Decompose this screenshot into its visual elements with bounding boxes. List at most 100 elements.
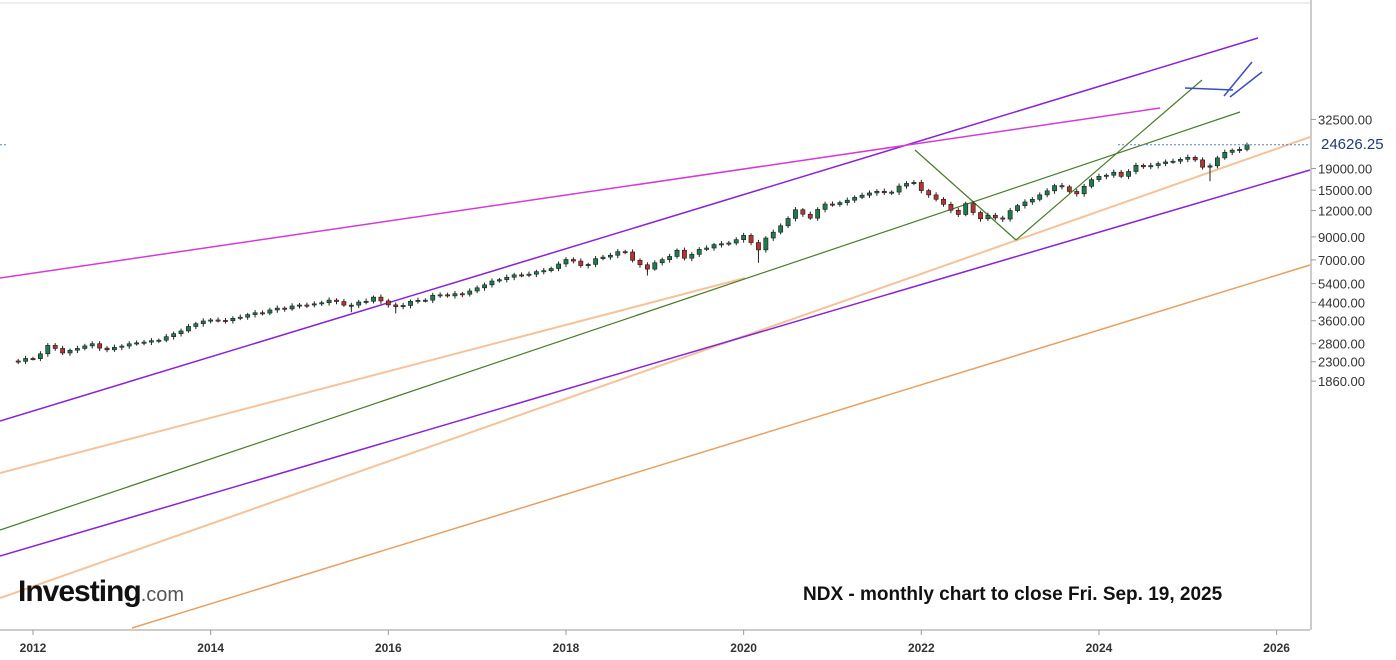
x-tick-label: 2022: [908, 641, 935, 655]
candle-up: [171, 333, 177, 338]
candle-down: [918, 182, 924, 191]
candle-up: [763, 237, 769, 251]
candle-up: [911, 182, 917, 184]
y-tick-label: 12000.00: [1318, 204, 1372, 219]
candle-up: [1229, 149, 1235, 153]
candle-up: [504, 276, 510, 280]
y-tick-label: 2300.00: [1318, 355, 1365, 370]
candle-down: [955, 209, 961, 215]
candle-up: [526, 273, 532, 276]
last-price-label: 24626.25: [1315, 134, 1396, 155]
candle-up: [674, 249, 680, 257]
candle-up: [874, 190, 880, 194]
candle-up: [422, 299, 428, 302]
candle-up: [23, 358, 28, 362]
candle-up: [1044, 190, 1050, 196]
candle-up: [889, 191, 895, 194]
candle-up: [556, 263, 561, 269]
x-tick-label: 2014: [197, 641, 224, 655]
candle-up: [726, 242, 732, 245]
candle-down: [341, 301, 347, 306]
investing-logo: Investing.com: [18, 575, 184, 609]
candle-down: [1200, 159, 1205, 168]
logo-suffix-text: .com: [140, 584, 185, 606]
candle-up: [704, 247, 710, 250]
x-tick-label: 2024: [1086, 641, 1113, 655]
candle-up: [689, 254, 695, 259]
candle-up: [822, 203, 828, 210]
candle-up: [311, 303, 317, 306]
y-tick-label: 32500.00: [1318, 112, 1372, 127]
blue-wedge-lower: [1229, 71, 1263, 98]
candle-up: [541, 270, 547, 273]
candle-up: [297, 304, 302, 307]
candle-down: [52, 345, 58, 349]
candle-up: [1103, 174, 1109, 177]
y-tick-label: 4400.00: [1318, 295, 1365, 310]
candle-up: [511, 274, 517, 278]
candle-up: [1222, 152, 1228, 159]
candle-up: [548, 268, 554, 271]
candle-down: [1066, 186, 1072, 192]
candle-up: [82, 345, 88, 349]
candle-up: [719, 243, 724, 246]
candle-up: [533, 271, 539, 275]
candle-up: [126, 343, 132, 347]
candle-up: [1081, 186, 1087, 195]
candle-up: [415, 300, 421, 302]
candle-up: [496, 279, 502, 282]
candle-up: [186, 326, 191, 332]
candle-down: [970, 203, 976, 213]
candle-up: [208, 319, 214, 322]
candle-up: [274, 307, 280, 311]
candle-down: [260, 312, 265, 315]
candle-up: [119, 345, 125, 348]
candle-up: [1022, 201, 1028, 206]
candle-up: [785, 218, 791, 227]
logo-brand-text: Investing: [18, 575, 142, 608]
candle-up: [1133, 165, 1139, 172]
candle-up: [867, 192, 872, 196]
y-tick-label: 5400.00: [1318, 277, 1365, 292]
candle-down: [1140, 165, 1146, 168]
candle-up: [289, 305, 295, 310]
candle-down: [682, 249, 687, 259]
candle-down: [881, 190, 887, 194]
candle-up: [230, 317, 236, 322]
candle-up: [193, 323, 199, 327]
purple-line-lower: [0, 169, 1311, 557]
candle-down: [1192, 156, 1198, 161]
candle-up: [615, 251, 621, 256]
candle-down: [282, 307, 288, 310]
candle-up: [696, 249, 702, 255]
candle-up: [1007, 210, 1013, 220]
candle-down: [978, 212, 983, 220]
candle-up: [1185, 156, 1191, 160]
candle-up: [793, 209, 798, 219]
candle-down: [807, 213, 813, 219]
candle-up: [1215, 157, 1220, 167]
candle-down: [445, 294, 450, 297]
candle-up: [437, 294, 443, 297]
candle-up: [452, 293, 458, 297]
candle-up: [356, 301, 362, 306]
candle-up: [112, 346, 117, 351]
candle-up: [607, 254, 613, 258]
candle-down: [941, 198, 946, 205]
candle-up: [482, 284, 487, 289]
x-tick-label: 2026: [1263, 641, 1290, 655]
candle-up: [1111, 171, 1117, 176]
candle-down: [459, 293, 465, 296]
candle-down: [830, 203, 835, 206]
candle-up: [163, 336, 169, 341]
candle-up: [430, 294, 436, 301]
candle-down: [578, 260, 584, 266]
candle-down: [926, 190, 932, 196]
candle-up: [844, 199, 850, 203]
candle-down: [304, 304, 310, 307]
candle-down: [1118, 171, 1124, 177]
candle-up: [896, 185, 902, 193]
peach-line-upper: [0, 277, 746, 474]
candle-up: [852, 197, 858, 201]
y-tick-label: 15000.00: [1318, 183, 1372, 198]
